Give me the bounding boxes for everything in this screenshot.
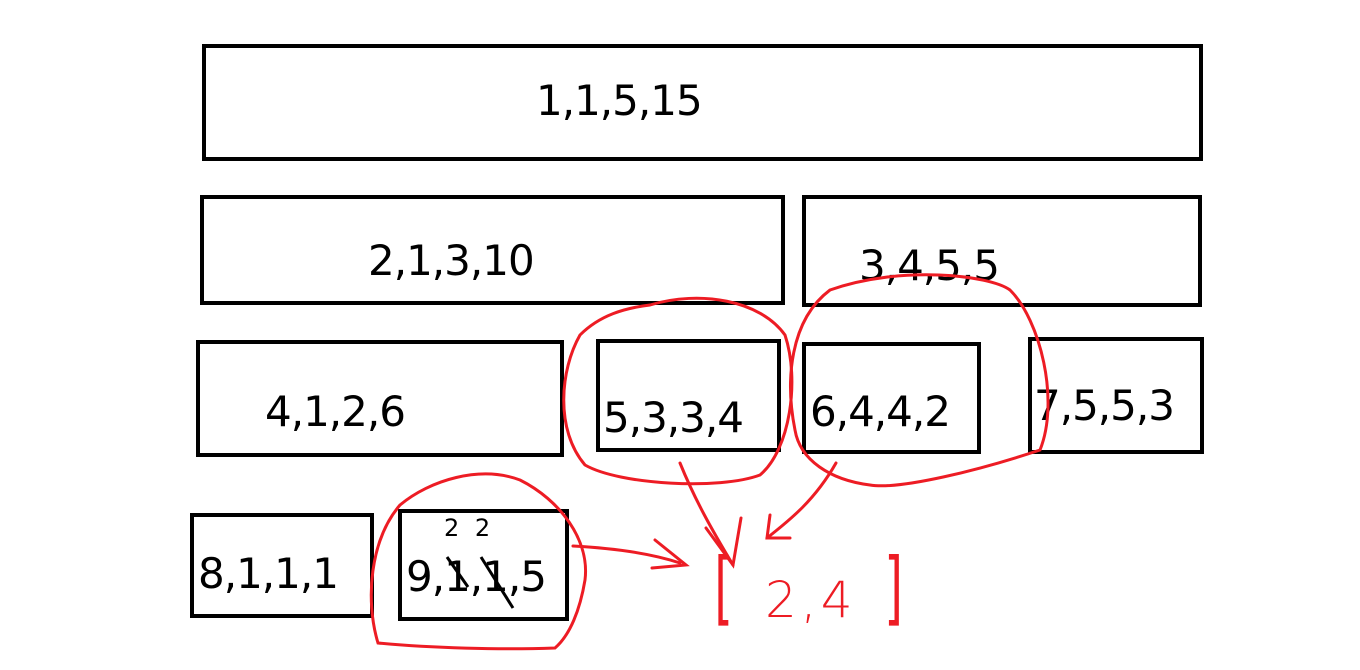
- box-2-label: 2,1,3,10: [368, 236, 535, 285]
- result-close-bracket: ]: [884, 541, 903, 634]
- arrow-9: [571, 544, 682, 565]
- box-4: [196, 340, 564, 457]
- circle-box-5: [562, 296, 794, 486]
- strike-marks: [445, 556, 515, 609]
- red-annotations: [369, 273, 1050, 651]
- box-8-label: 8,1,1,1: [198, 549, 339, 598]
- box-3: [802, 195, 1202, 307]
- box-9: [398, 509, 569, 621]
- box-7: [1028, 337, 1204, 454]
- box-5-label: 5,3,3,4: [603, 393, 744, 442]
- circle-box-6-7: [789, 273, 1050, 488]
- result-values: 2,4: [765, 571, 857, 629]
- box-6-label: 6,4,4,2: [810, 387, 951, 436]
- box-8: [190, 513, 374, 618]
- box-9-label: 9,1,1,5: [406, 552, 547, 601]
- arrow-6: [765, 461, 838, 540]
- box-1: [202, 44, 1203, 161]
- circle-box-9: [369, 472, 588, 651]
- result-open-bracket: [: [714, 541, 733, 634]
- box-7-label: 7,5,5,3: [1034, 381, 1175, 430]
- box-1-label: 1,1,5,15: [536, 76, 703, 125]
- box-5: [596, 339, 781, 452]
- box-6: [802, 342, 981, 454]
- box-4-label: 4,1,2,6: [265, 387, 406, 436]
- box-2: [200, 195, 785, 305]
- handwritten-corrections: 2 2: [444, 514, 495, 542]
